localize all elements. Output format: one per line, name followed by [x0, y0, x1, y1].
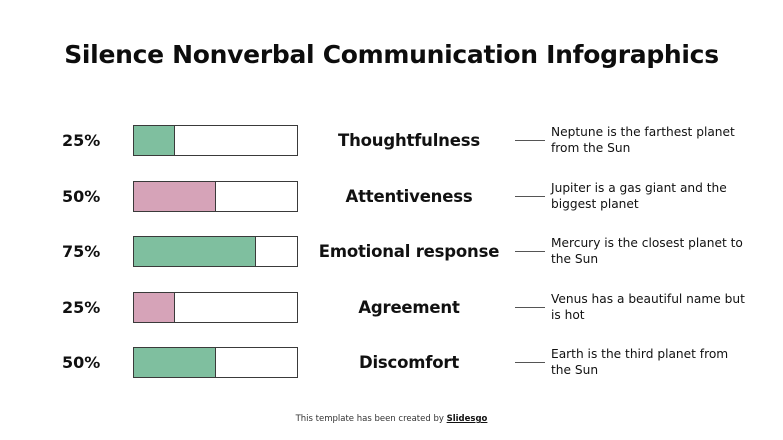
- category-label: Thoughtfulness: [338, 131, 480, 150]
- bar-row-agreement: 25% Agreement Venus has a beautiful name…: [0, 292, 783, 323]
- slidesgo-link[interactable]: Slidesgo: [446, 414, 488, 424]
- category-label: Emotional response: [318, 242, 500, 261]
- progress-bar: [133, 292, 298, 323]
- percent-label: 50%: [62, 187, 101, 206]
- progress-bar: [133, 347, 298, 378]
- progress-fill: [134, 182, 216, 211]
- connector-line: [515, 140, 545, 141]
- percent-label: 25%: [62, 131, 101, 150]
- progress-fill: [134, 237, 257, 266]
- progress-fill: [134, 293, 175, 322]
- slide-title: Silence Nonverbal Communication Infograp…: [64, 40, 719, 69]
- description-text: Mercury is the closest planet to the Sun: [551, 236, 743, 266]
- bar-row-emotional-response: 75% Emotional response Mercury is the cl…: [0, 236, 783, 267]
- connector-line: [515, 307, 545, 308]
- description-text: Jupiter is a gas giant and the biggest p…: [551, 181, 727, 211]
- description-text: Venus has a beautiful name but is hot: [551, 292, 745, 322]
- bar-row-attentiveness: 50% Attentiveness Jupiter is a gas giant…: [0, 181, 783, 212]
- percent-label: 25%: [62, 298, 101, 317]
- progress-bar: [133, 125, 298, 156]
- category-label: Discomfort: [358, 353, 460, 372]
- category-label: Attentiveness: [345, 187, 473, 206]
- connector-line: [515, 251, 545, 252]
- connector-line: [515, 362, 545, 363]
- connector-line: [515, 196, 545, 197]
- description-text: Neptune is the farthest planet from the …: [551, 125, 735, 155]
- category-label: Agreement: [358, 298, 460, 317]
- progress-bar: [133, 236, 298, 267]
- footer-text: This template has been created by: [295, 414, 447, 424]
- footer-credit: This template has been created by Slides…: [0, 414, 783, 424]
- progress-bar: [133, 181, 298, 212]
- progress-fill: [134, 126, 175, 155]
- percent-label: 75%: [62, 242, 101, 261]
- bar-row-discomfort: 50% Discomfort Earth is the third planet…: [0, 347, 783, 378]
- bar-row-thoughtfulness: 25% Thoughtfulness Neptune is the farthe…: [0, 125, 783, 156]
- progress-fill: [134, 348, 216, 377]
- description-text: Earth is the third planet from the Sun: [551, 347, 729, 377]
- percent-label: 50%: [62, 353, 101, 372]
